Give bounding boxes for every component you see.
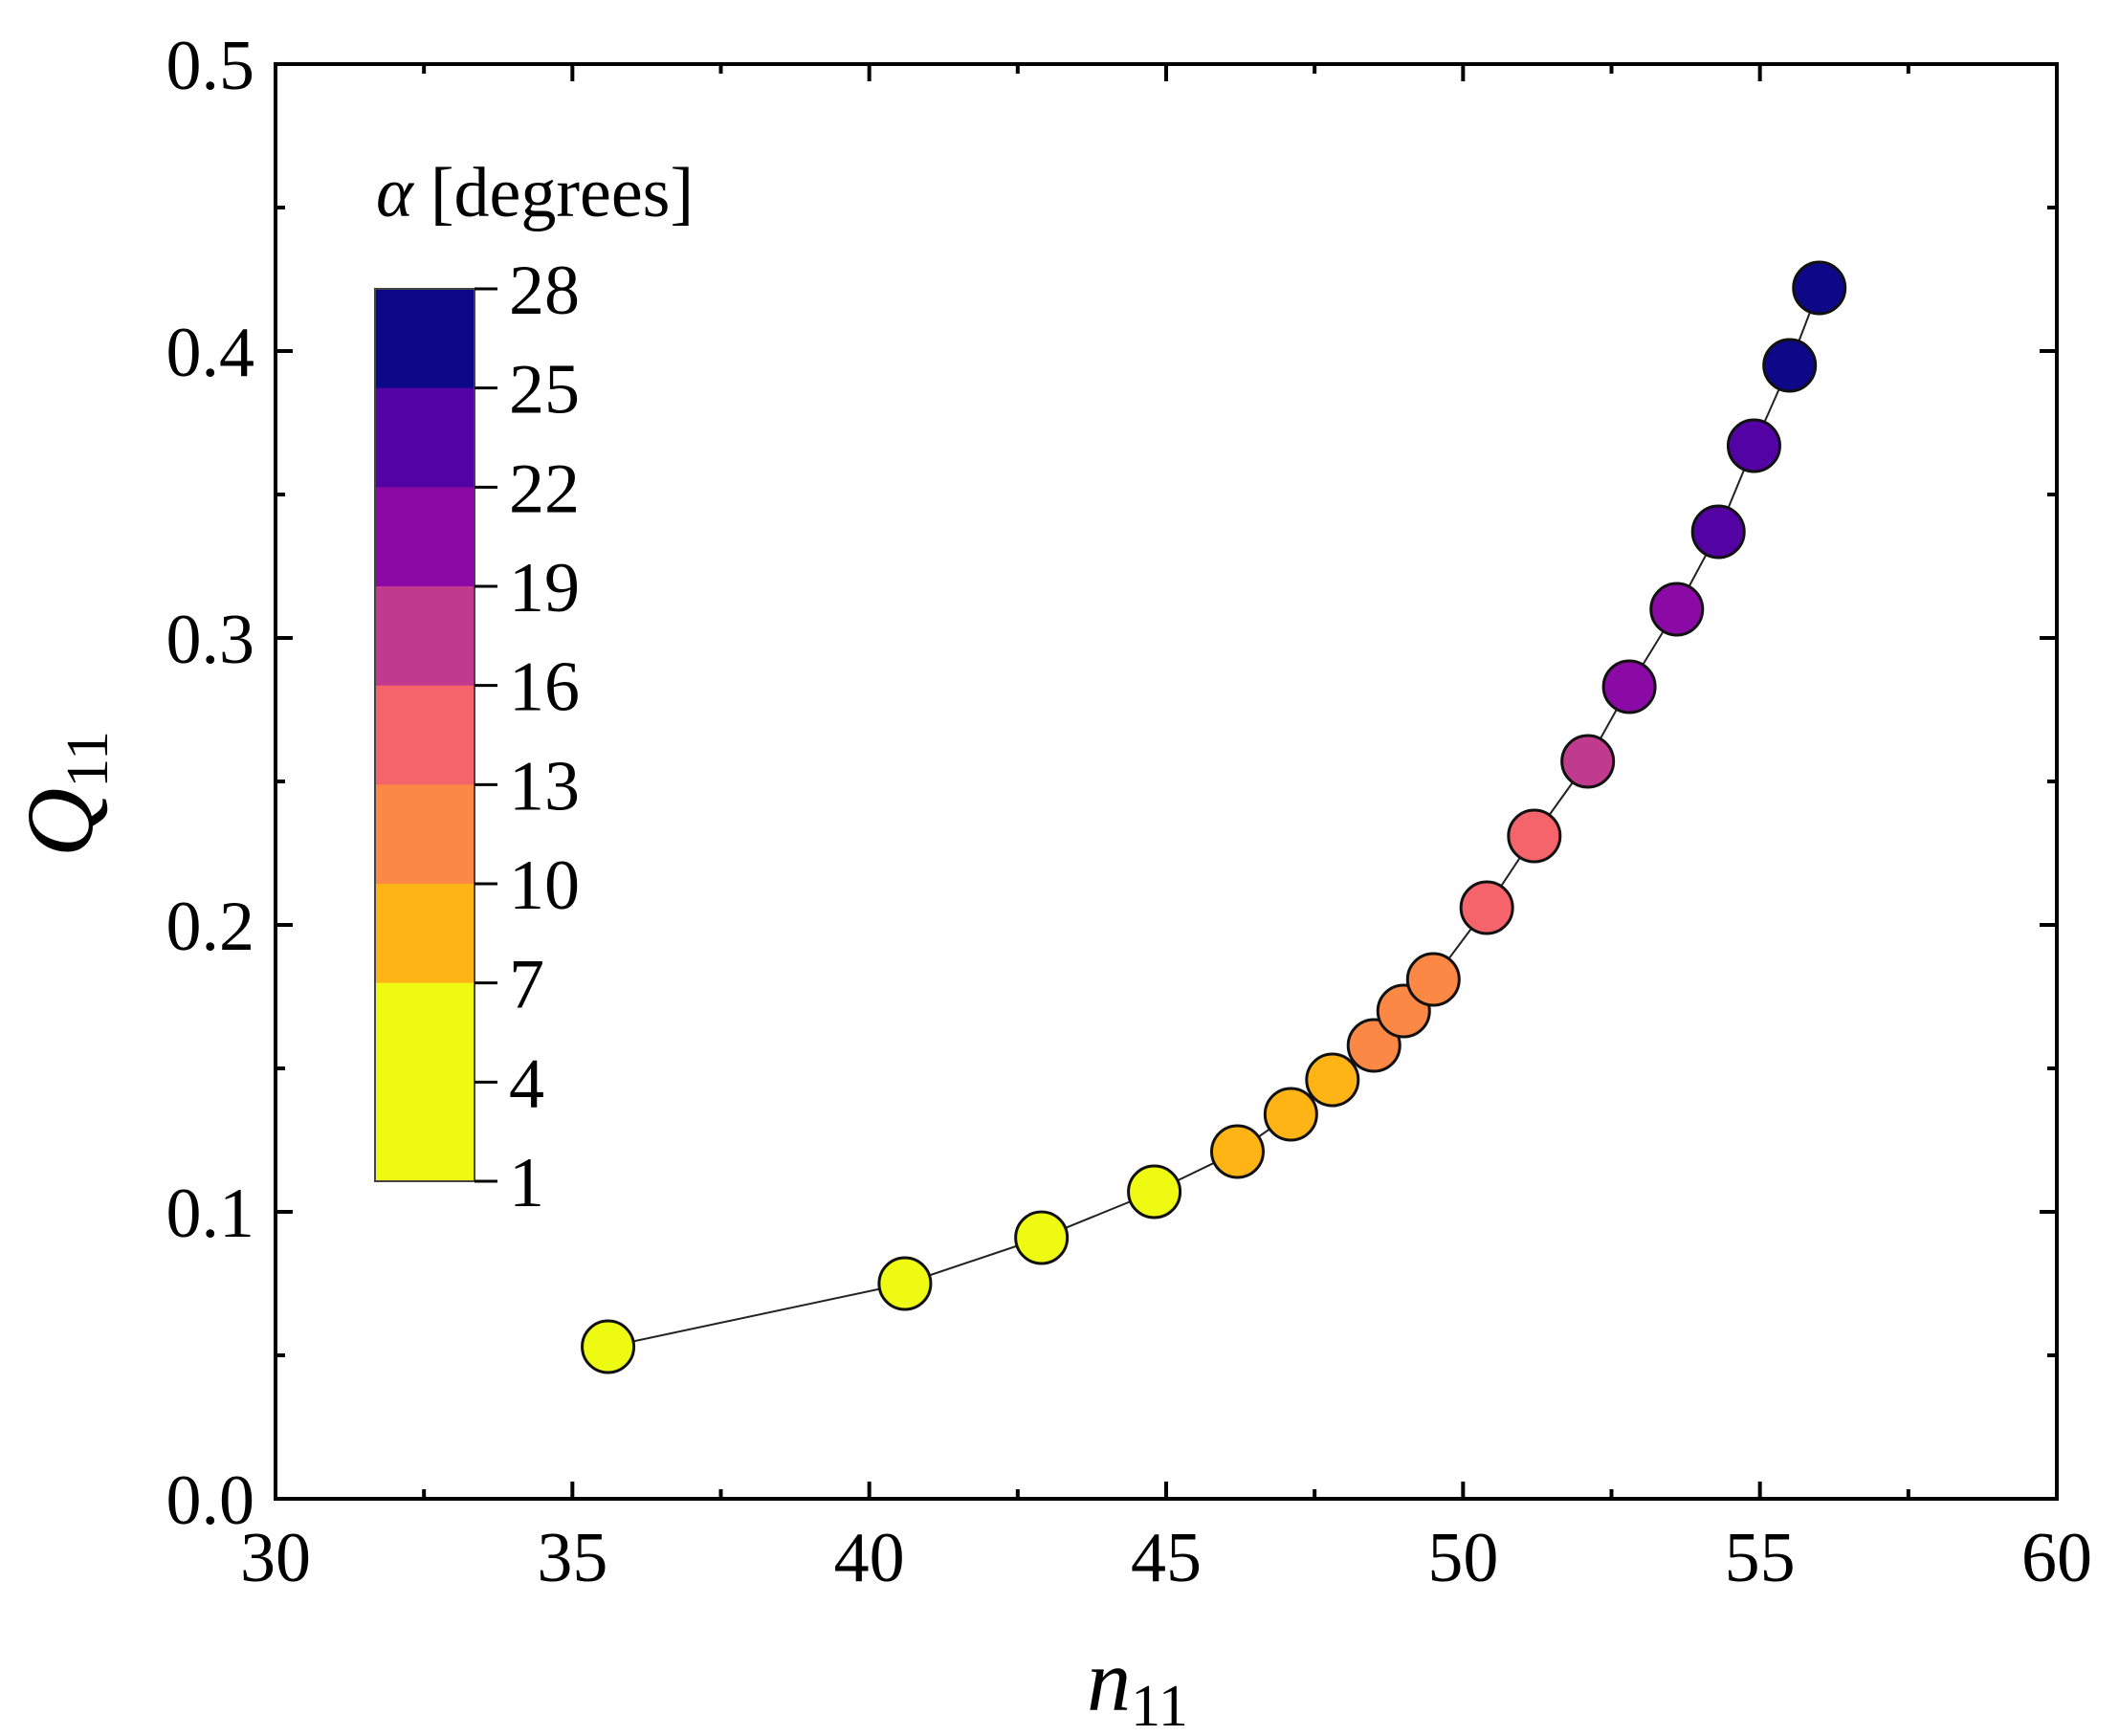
data-point-1 [877,1256,933,1311]
data-point-10 [1459,880,1514,935]
data-point-0 [581,1319,636,1374]
data-point-12 [1560,734,1616,789]
data-point-15 [1690,504,1746,560]
y-axis-subscript: 11 [55,731,121,788]
y-tick-label: 0.4 [166,314,255,392]
colorbar-frame [374,288,475,1182]
data-point-4 [1209,1124,1265,1179]
x-tick-label: 60 [2021,1519,2092,1597]
x-tick-label: 30 [240,1519,311,1597]
data-point-16 [1726,418,1781,473]
colorbar-tick-label: 13 [509,747,580,825]
data-point-5 [1263,1087,1318,1142]
colorbar-band-2 [375,487,475,587]
data-point-13 [1601,659,1657,714]
colorbar-tick-label: 16 [509,648,580,727]
x-axis-subscript: 11 [1131,1674,1188,1736]
y-axis-title: Q11 [7,731,121,857]
x-tick-label: 45 [1131,1519,1202,1597]
x-tick-label: 35 [537,1519,607,1597]
colorbar-band-6 [375,884,475,984]
data-point-18 [1792,260,1847,316]
data-point-17 [1762,338,1818,393]
colorbar-title: α [degrees] [376,154,694,232]
colorbar-band-3 [375,586,475,687]
colorbar-tick-label: 22 [509,450,580,528]
colorbar-tick-label: 28 [509,252,580,330]
y-tick-label: 0.1 [166,1175,255,1253]
x-tick-label: 55 [1725,1519,1796,1597]
data-point-7 [1346,1018,1402,1073]
colorbar-band-1 [375,387,475,488]
data-point-6 [1305,1052,1360,1108]
colorbar: 28 25 22 19 16 13 10 7 4 1 α [degrees] [374,154,694,1222]
data-point-11 [1507,808,1562,864]
y-tick-label: 0.5 [166,27,255,105]
colorbar-title-symbol: α [376,154,415,232]
x-axis-symbol: n [1087,1632,1131,1729]
y-tick-label: 0.2 [166,888,255,966]
y-tick-label: 0.0 [166,1461,255,1540]
colorbar-tick-label: 1 [509,1144,544,1222]
colorbar-band-0 [375,289,475,389]
y-axis-symbol: Q [7,788,113,857]
y-tick-label: 0.3 [166,601,255,679]
colorbar-tick-label: 19 [509,549,580,627]
colorbar-tick-label: 10 [509,846,580,925]
x-axis-title: n11 [1087,1632,1188,1736]
series-line [607,287,1821,1348]
colorbar-band-5 [375,784,475,885]
x-tick-label: 50 [1427,1519,1498,1597]
axes-layer: 30 35 40 45 50 55 60 0.0 0.1 0.2 0.3 0.4 0.5 [166,27,2093,1597]
data-point-2 [1014,1210,1070,1265]
colorbar-tick-label: 4 [509,1044,544,1123]
x-tick-label: 40 [834,1519,905,1597]
series-layer [581,260,1847,1374]
data-point-9 [1405,952,1461,1007]
data-point-14 [1649,582,1705,637]
colorbar-band-4 [375,685,475,785]
colorbar-tick-label: 25 [509,351,580,429]
colorbar-band-7 [375,982,475,1182]
colorbar-tick-label: 7 [509,946,544,1024]
colorbar-title-text: [degrees] [430,154,694,232]
data-point-3 [1127,1164,1182,1220]
